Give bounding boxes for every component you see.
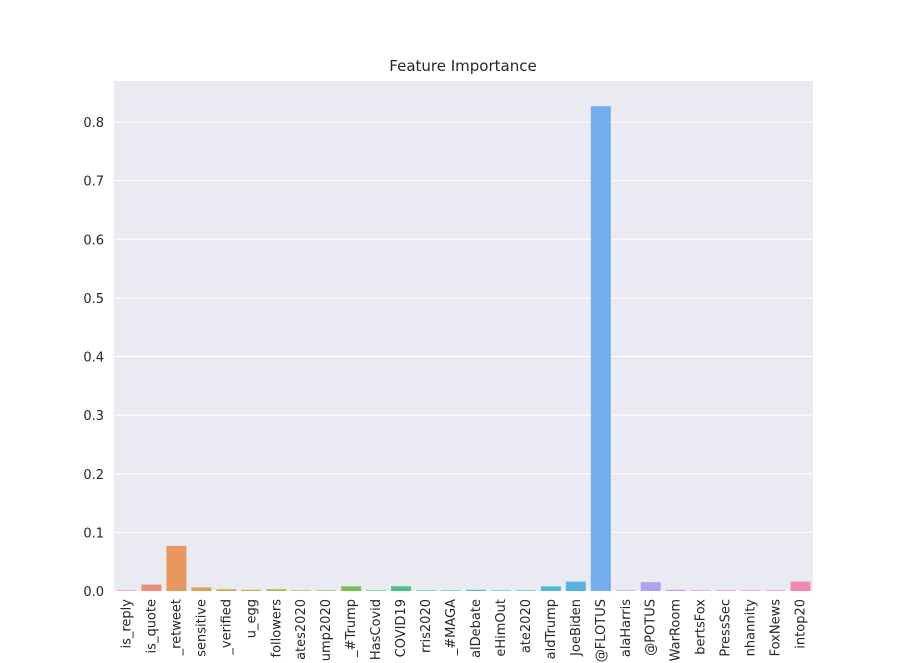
chart-title: Feature Importance <box>389 57 536 75</box>
bar-ehimout <box>490 590 511 591</box>
bar-trump <box>341 586 362 591</box>
y-tick-label: 0.5 <box>83 292 104 307</box>
y-tick-label: 0.6 <box>83 233 104 248</box>
bar-alaharris <box>615 590 636 591</box>
x-axis-ticks: is_reply is_quote _retweet sensitive _verifi… <box>119 599 808 663</box>
bar-nhannity <box>740 590 761 591</box>
x-tick-label: followers <box>269 599 284 658</box>
bar-joebiden <box>565 581 586 591</box>
bar-ump2020 <box>316 590 337 591</box>
y-tick-label: 0.4 <box>83 351 104 366</box>
x-tick-label: is_quote <box>144 599 159 653</box>
bar-rris2020 <box>416 590 437 591</box>
bar-followers <box>266 589 287 591</box>
bar-series <box>116 106 811 591</box>
y-tick-label: 0.0 <box>83 585 104 600</box>
x-tick-label: u_egg <box>244 599 259 638</box>
y-tick-label: 0.7 <box>83 175 104 190</box>
bar-verified <box>216 589 237 591</box>
x-tick-label: intop20 <box>794 599 809 649</box>
y-axis-ticks: 0.0 0.1 0.2 0.3 0.4 0.5 0.6 0.7 0.8 <box>83 116 104 600</box>
bar-covid19 <box>391 586 412 591</box>
x-tick-label: is_reply <box>119 599 134 649</box>
bar-intop20 <box>790 581 811 591</box>
x-tick-label: _verified <box>219 599 234 656</box>
x-tick-label: COVID19 <box>394 599 409 657</box>
x-tick-label: ates2020 <box>294 599 309 660</box>
x-tick-label: ump2020 <box>319 599 334 661</box>
bar-sensitive <box>191 587 212 591</box>
x-tick-label: WarRoom <box>669 599 684 661</box>
x-tick-label: _#Trump <box>344 599 359 658</box>
bar-flotus <box>590 106 611 591</box>
x-tick-label: @FLOTUS <box>594 599 609 662</box>
x-tick-label: eHimOut <box>494 599 509 657</box>
bar-bertsfox <box>690 590 711 591</box>
x-tick-label: ate2020 <box>519 599 534 653</box>
x-tick-label: _retweet <box>169 599 184 656</box>
y-gridlines <box>114 121 813 592</box>
bar-maga <box>441 590 462 591</box>
y-tick-label: 0.1 <box>83 526 104 541</box>
x-tick-label: alaHarris <box>619 599 634 657</box>
x-tick-label: bertsFox <box>694 599 709 655</box>
bar-is-quote <box>141 584 162 591</box>
bar-potus <box>640 582 661 591</box>
plot-area <box>114 81 813 591</box>
bar-foxnews <box>765 590 786 591</box>
x-tick-label: PressSec <box>719 599 734 657</box>
y-tick-label: 0.8 <box>83 116 104 131</box>
x-tick-label: HasCovid <box>369 599 384 660</box>
bar-warroom <box>665 589 686 591</box>
bar-presssec <box>715 590 736 591</box>
x-tick-label: aldTrump <box>544 599 559 659</box>
bar-hascovid <box>366 590 387 591</box>
bar-retweet <box>166 545 187 591</box>
x-tick-label: rris2020 <box>419 599 434 653</box>
x-tick-label: FoxNews <box>769 599 784 657</box>
x-tick-label: @POTUS <box>644 599 659 656</box>
y-tick-label: 0.2 <box>83 468 104 483</box>
x-tick-label: nhannity <box>744 599 759 657</box>
bar-u-egg <box>241 589 262 591</box>
bar-aldebate <box>465 589 486 591</box>
bar-ates2020 <box>291 590 312 591</box>
bar-is-reply <box>116 590 137 591</box>
y-tick-label: 0.3 <box>83 409 104 424</box>
bar-aldtrump <box>540 586 561 591</box>
x-tick-label: sensitive <box>194 599 209 657</box>
x-tick-label: alDebate <box>469 599 484 658</box>
x-tick-label: JoeBiden <box>569 599 584 657</box>
x-tick-label: _#MAGA <box>444 599 459 656</box>
bar-ate2020 <box>515 590 536 591</box>
